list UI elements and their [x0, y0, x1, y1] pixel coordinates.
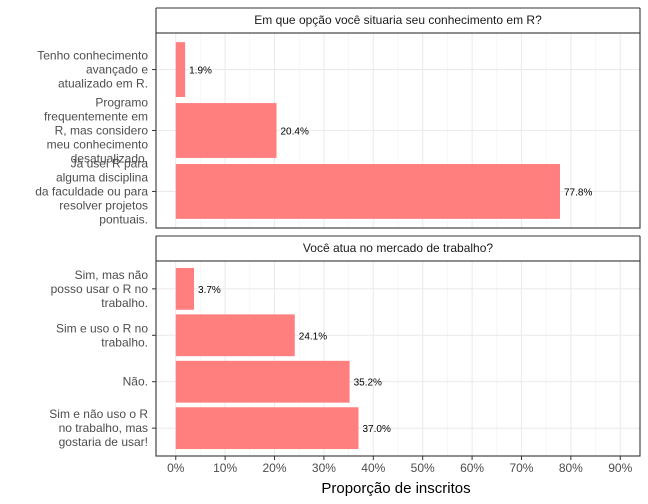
category-label-line: Já usei R para: [71, 156, 149, 170]
category-label: Programo frequentemente em R, mas consider…: [44, 96, 148, 166]
data-label: 35.2%: [354, 378, 382, 389]
category-label: Sim e uso o R no trabalho.: [56, 321, 148, 349]
data-label: 37.0%: [362, 424, 390, 435]
bar: [175, 360, 350, 403]
x-tick-label: 80%: [559, 461, 583, 475]
panel-border: [155, 260, 641, 457]
category-label-line: Tenho conhecimento: [37, 49, 148, 63]
x-tick-label: 40%: [361, 461, 385, 475]
x-tick-label: 0%: [167, 461, 185, 475]
bar: [175, 164, 560, 219]
data-label: 3.7%: [198, 285, 221, 296]
category-label-line: Não.: [123, 375, 148, 389]
category-label-line: trabalho.: [101, 335, 148, 349]
x-tick-label: 20%: [263, 461, 287, 475]
x-tick-label: 70%: [509, 461, 533, 475]
data-label: 20.4%: [281, 127, 309, 138]
category-label-line: pontuais.: [99, 212, 148, 226]
category-label-line: desatualizado.: [71, 152, 148, 166]
category-label-line: frequentemente em: [44, 110, 148, 124]
data-label: 24.1%: [299, 331, 327, 342]
category-label-line: gostaria de usar!: [59, 435, 148, 449]
category-label-line: R, mas considero: [55, 124, 149, 138]
category-label: Já usei R para alguma disciplina da faculd…: [35, 156, 148, 226]
category-label-line: Sim, mas não: [75, 268, 149, 282]
panel-border: [155, 32, 641, 229]
category-label-line: Sim e não uso o R: [49, 407, 148, 421]
category-label-line: no trabalho, mas: [59, 421, 148, 435]
category-label-line: resolver projetos: [59, 198, 148, 212]
facet-panel-1: Em que opção você situaria seu conhecime…: [35, 7, 641, 229]
bar: [175, 42, 186, 97]
facet-panel-2: Você atua no mercado de trabalho? 3.7% Sim…: [49, 235, 641, 457]
category-label-line: posso usar o R no: [51, 282, 149, 296]
category-label-line: meu conhecimento: [47, 138, 149, 152]
category-label-line: avançado e: [86, 63, 148, 77]
bar: [175, 407, 359, 450]
bar: [175, 267, 195, 310]
category-label: Sim, mas não posso usar o R no trabalho.: [51, 268, 149, 310]
category-label-line: atualizado em R.: [58, 77, 148, 91]
facet-title: Você atua no mercado de trabalho?: [303, 241, 493, 255]
category-label-line: alguma disciplina: [56, 170, 148, 184]
bar: [175, 314, 295, 357]
x-tick-label: 60%: [460, 461, 484, 475]
data-label: 1.9%: [189, 66, 212, 77]
category-label-line: trabalho.: [101, 296, 148, 310]
x-tick-label: 30%: [312, 461, 336, 475]
bar: [175, 103, 277, 158]
x-axis-title: Proporção de inscritos: [321, 480, 470, 497]
category-label: Não.: [123, 375, 148, 389]
category-label-line: da faculdade ou para: [35, 184, 148, 198]
category-label-line: Programo: [95, 96, 148, 110]
category-label-line: Sim e uso o R no: [56, 321, 148, 335]
category-label: Tenho conhecimento avançado e atualizado e…: [37, 49, 148, 91]
x-tick-label: 90%: [608, 461, 632, 475]
data-label: 77.8%: [564, 187, 592, 198]
facet-title: Em que opção você situaria seu conhecime…: [254, 13, 542, 27]
x-tick-label: 50%: [411, 461, 435, 475]
x-tick-label: 10%: [213, 461, 237, 475]
